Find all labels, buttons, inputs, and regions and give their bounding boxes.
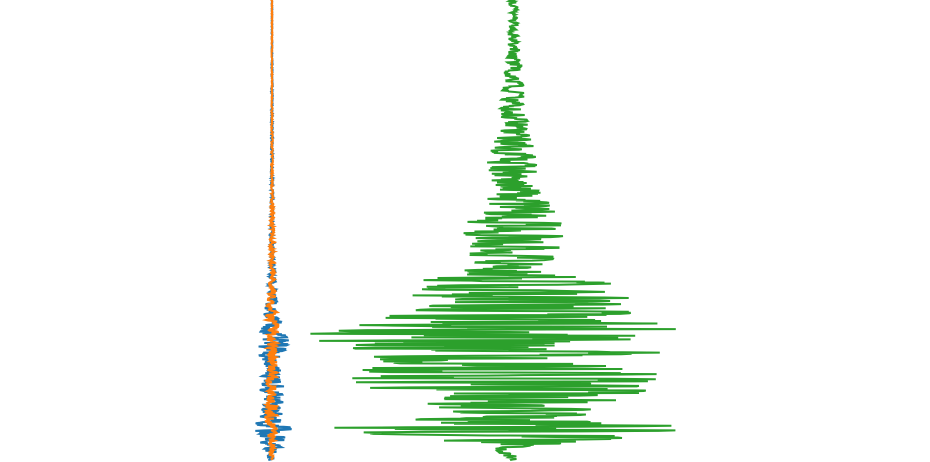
trace-panel-right	[310, 0, 676, 461]
trace-panel-left	[255, 0, 292, 461]
trace-series-0-1	[262, 0, 282, 461]
trace-series-1-0	[310, 0, 676, 461]
